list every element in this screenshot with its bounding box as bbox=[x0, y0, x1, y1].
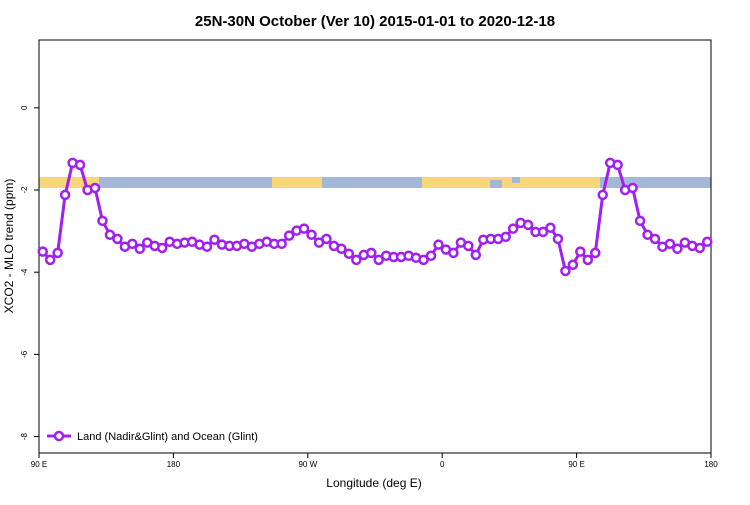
data-point bbox=[597, 189, 608, 201]
data-point bbox=[560, 265, 571, 277]
x-axis-label: Longitude (deg E) bbox=[326, 476, 421, 490]
data-point bbox=[366, 247, 377, 259]
data-point bbox=[612, 159, 623, 171]
data-point bbox=[664, 238, 676, 250]
data-point bbox=[373, 254, 384, 266]
data-point bbox=[590, 247, 601, 259]
data-point bbox=[343, 248, 355, 259]
y-tick-label: -4 bbox=[20, 268, 29, 276]
data-point bbox=[567, 259, 579, 271]
data-point bbox=[582, 254, 594, 266]
data-point bbox=[507, 223, 519, 234]
data-point bbox=[209, 234, 220, 245]
data-point bbox=[470, 249, 482, 261]
data-point bbox=[552, 233, 564, 245]
data-point bbox=[104, 229, 116, 241]
legend-marker bbox=[53, 430, 65, 442]
data-point bbox=[321, 233, 332, 245]
x-tick-label: 180 bbox=[167, 460, 181, 469]
x-tick-label: 90 E bbox=[31, 460, 47, 469]
data-point bbox=[134, 243, 146, 255]
data-point bbox=[156, 242, 168, 254]
chart-title: 25N-30N October (Ver 10) 2015-01-01 to 2… bbox=[195, 13, 555, 30]
data-point bbox=[702, 236, 713, 248]
land-ocean-strip bbox=[39, 177, 711, 188]
data-point bbox=[672, 243, 683, 255]
data-point bbox=[425, 250, 437, 261]
data-point bbox=[44, 254, 56, 266]
data-point bbox=[52, 247, 63, 259]
y-tick-label: -8 bbox=[20, 432, 29, 440]
y-tick-label: -6 bbox=[20, 350, 29, 358]
data-point bbox=[59, 189, 71, 201]
data-point bbox=[418, 254, 429, 266]
data-point bbox=[112, 233, 123, 245]
data-point bbox=[537, 226, 549, 238]
data-point bbox=[127, 238, 138, 250]
data-point bbox=[545, 222, 556, 234]
data-point bbox=[448, 247, 459, 259]
y-axis-label: XCO2 - MLO trend (ppm) bbox=[2, 179, 16, 314]
data-point bbox=[694, 242, 706, 254]
data-point bbox=[627, 182, 638, 194]
y-tick-label: 0 bbox=[20, 105, 29, 110]
data-point bbox=[522, 219, 534, 231]
plot-frame bbox=[38, 39, 712, 454]
y-tick-label: -2 bbox=[20, 186, 29, 194]
data-point bbox=[306, 229, 317, 241]
data-point bbox=[276, 238, 287, 250]
x-tick-label: 180 bbox=[704, 460, 718, 469]
data-point bbox=[634, 215, 646, 227]
data-point bbox=[575, 246, 586, 257]
data-point bbox=[201, 241, 213, 252]
data-point bbox=[97, 215, 108, 227]
data-point bbox=[89, 182, 101, 194]
x-tick-label: 90 E bbox=[568, 460, 584, 469]
data-point bbox=[642, 229, 653, 241]
data-point bbox=[37, 246, 48, 257]
data-point bbox=[500, 231, 511, 243]
x-tick-label: 0 bbox=[440, 460, 445, 469]
data-point bbox=[649, 233, 661, 245]
data-point bbox=[74, 159, 86, 171]
data-point bbox=[336, 243, 347, 255]
data-point bbox=[463, 240, 474, 252]
data-point bbox=[283, 230, 295, 241]
x-tick-label: 90 W bbox=[298, 460, 317, 469]
legend-label: Land (Nadir&Glint) and Ocean (Glint) bbox=[77, 431, 258, 443]
data-point bbox=[298, 223, 310, 234]
data-point bbox=[433, 239, 444, 250]
data-point bbox=[351, 254, 362, 266]
